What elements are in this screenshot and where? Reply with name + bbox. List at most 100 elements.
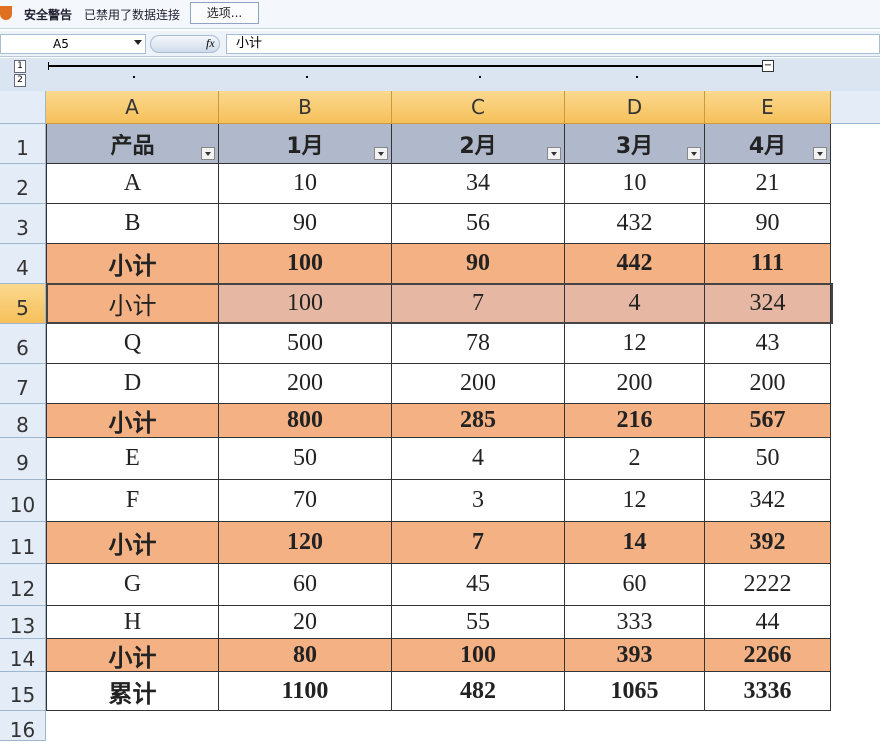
cell[interactable]: 80 — [219, 639, 392, 672]
cell[interactable]: 567 — [705, 404, 831, 438]
column-header[interactable]: E — [705, 91, 831, 124]
row-header[interactable]: 5 — [0, 284, 46, 324]
row-header[interactable]: 2 — [0, 164, 46, 204]
cell[interactable]: 4 — [565, 284, 705, 324]
cell[interactable]: 2222 — [705, 564, 831, 606]
row-header[interactable]: 4 — [0, 244, 46, 284]
cell[interactable]: 342 — [705, 480, 831, 522]
cell[interactable]: E — [46, 438, 219, 480]
cell[interactable]: 200 — [705, 364, 831, 404]
cell[interactable]: 7 — [392, 522, 565, 564]
outline-level-button[interactable]: 1 — [14, 60, 26, 73]
cell[interactable]: 累计 — [46, 672, 219, 711]
cell[interactable]: 442 — [565, 244, 705, 284]
cell[interactable]: 90 — [392, 244, 565, 284]
cell[interactable]: 120 — [219, 522, 392, 564]
row-header[interactable]: 7 — [0, 364, 46, 404]
cell[interactable]: 小计 — [46, 404, 219, 438]
name-box[interactable]: A5 — [0, 34, 146, 54]
cell[interactable]: 1100 — [219, 672, 392, 711]
row-header[interactable]: 3 — [0, 204, 46, 244]
cell[interactable]: D — [46, 364, 219, 404]
name-box-arrow[interactable] — [134, 40, 142, 45]
row-header[interactable]: 12 — [0, 564, 46, 606]
cell[interactable]: 2 — [565, 438, 705, 480]
row-header[interactable]: 8 — [0, 404, 46, 438]
cell[interactable]: 90 — [219, 204, 392, 244]
cell[interactable]: 20 — [219, 606, 392, 639]
cell[interactable]: 500 — [219, 324, 392, 364]
cell[interactable]: 432 — [565, 204, 705, 244]
cell[interactable]: 小计 — [46, 244, 219, 284]
row-header[interactable]: 14 — [0, 639, 46, 672]
cell[interactable]: 34 — [392, 164, 565, 204]
cell[interactable]: 3月 — [565, 124, 705, 164]
cell[interactable]: 2266 — [705, 639, 831, 672]
cell[interactable]: 2月 — [392, 124, 565, 164]
cell[interactable]: 393 — [565, 639, 705, 672]
cell[interactable]: 55 — [392, 606, 565, 639]
cell[interactable]: 100 — [219, 244, 392, 284]
cell[interactable]: 111 — [705, 244, 831, 284]
cell[interactable]: H — [46, 606, 219, 639]
cell[interactable]: 200 — [565, 364, 705, 404]
row-header[interactable]: 1 — [0, 124, 46, 164]
cell[interactable]: 1065 — [565, 672, 705, 711]
column-header[interactable]: D — [565, 91, 705, 124]
cell[interactable]: 3 — [392, 480, 565, 522]
row-header[interactable]: 6 — [0, 324, 46, 364]
cell[interactable]: 小计 — [46, 522, 219, 564]
cell[interactable]: F — [46, 480, 219, 522]
cell[interactable]: 10 — [219, 164, 392, 204]
row-header[interactable]: 11 — [0, 522, 46, 564]
cell[interactable]: 285 — [392, 404, 565, 438]
filter-button[interactable] — [374, 147, 388, 160]
cell[interactable]: 小计 — [46, 284, 219, 324]
cell[interactable]: 3336 — [705, 672, 831, 711]
cell[interactable]: 60 — [565, 564, 705, 606]
cell[interactable]: 产品 — [46, 124, 219, 164]
cell[interactable]: 12 — [565, 324, 705, 364]
row-header[interactable]: 16 — [0, 711, 46, 742]
column-header[interactable]: A — [46, 91, 219, 124]
cell[interactable]: 324 — [705, 284, 831, 324]
cell[interactable]: 50 — [219, 438, 392, 480]
cell[interactable]: A — [46, 164, 219, 204]
cell[interactable]: 21 — [705, 164, 831, 204]
cell[interactable]: 4月 — [705, 124, 831, 164]
cell[interactable]: 50 — [705, 438, 831, 480]
cell[interactable]: 4 — [392, 438, 565, 480]
row-header[interactable]: 10 — [0, 480, 46, 522]
cell[interactable]: 70 — [219, 480, 392, 522]
cell[interactable]: 60 — [219, 564, 392, 606]
collapse-button[interactable]: − — [762, 60, 774, 72]
filter-button[interactable] — [813, 147, 827, 160]
filter-button[interactable] — [687, 147, 701, 160]
cell[interactable]: 78 — [392, 324, 565, 364]
cell[interactable]: 45 — [392, 564, 565, 606]
cell[interactable]: 12 — [565, 480, 705, 522]
cell[interactable]: 56 — [392, 204, 565, 244]
filter-button[interactable] — [201, 147, 215, 160]
column-header[interactable]: C — [392, 91, 565, 124]
row-header[interactable]: 15 — [0, 672, 46, 711]
cell[interactable]: 392 — [705, 522, 831, 564]
cell[interactable]: 216 — [565, 404, 705, 438]
cell[interactable]: 800 — [219, 404, 392, 438]
row-header[interactable]: 13 — [0, 606, 46, 639]
cell[interactable]: G — [46, 564, 219, 606]
cell[interactable]: 43 — [705, 324, 831, 364]
cell[interactable]: 200 — [392, 364, 565, 404]
filter-button[interactable] — [547, 147, 561, 160]
cell[interactable]: 482 — [392, 672, 565, 711]
cell[interactable]: 200 — [219, 364, 392, 404]
cell[interactable]: 1月 — [219, 124, 392, 164]
options-button[interactable]: 选项... — [190, 2, 259, 24]
fx-button[interactable]: fx — [206, 36, 215, 50]
outline-level-button[interactable]: 2 — [14, 74, 26, 87]
column-header[interactable]: B — [219, 91, 392, 124]
cell[interactable]: 44 — [705, 606, 831, 639]
cell[interactable]: 100 — [392, 639, 565, 672]
cell[interactable]: B — [46, 204, 219, 244]
cell[interactable]: 333 — [565, 606, 705, 639]
